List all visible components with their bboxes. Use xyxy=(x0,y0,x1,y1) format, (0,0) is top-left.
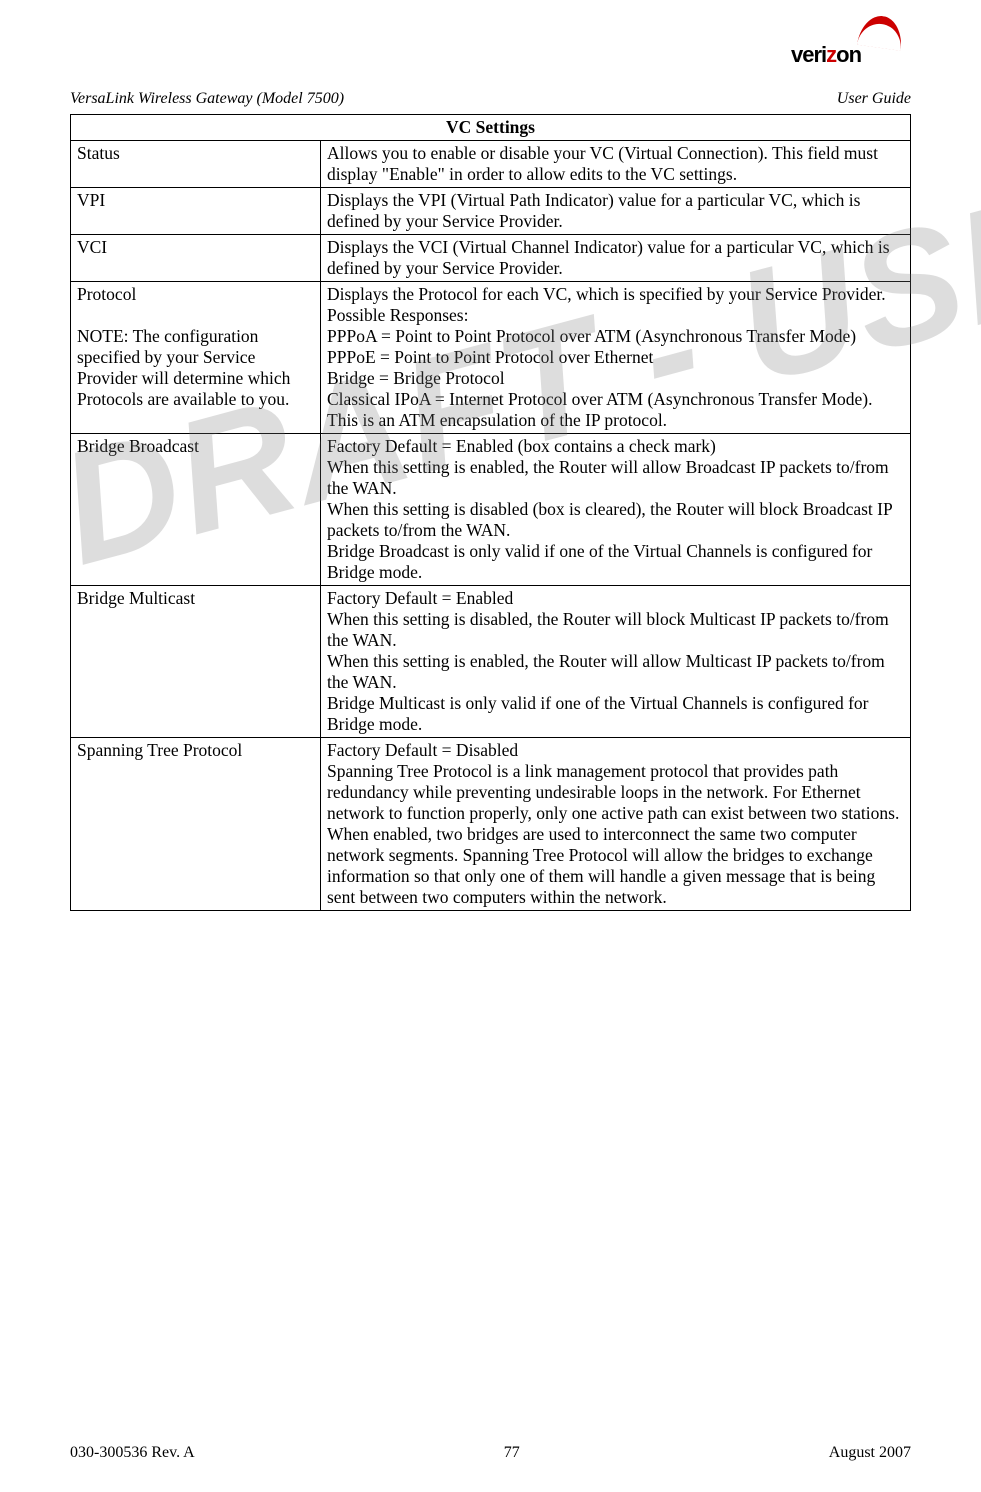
row-desc: Displays the VPI (Virtual Path Indicator… xyxy=(321,188,911,235)
row-label: Status xyxy=(71,141,321,188)
row-label: Spanning Tree Protocol xyxy=(71,738,321,911)
row-desc: Allows you to enable or disable your VC … xyxy=(321,141,911,188)
header-line: VersaLink Wireless Gateway (Model 7500) … xyxy=(70,90,911,108)
logo-row: verizon xyxy=(70,20,911,90)
row-desc: Displays the VCI (Virtual Channel Indica… xyxy=(321,235,911,282)
product-name: VersaLink Wireless Gateway (Model 7500) xyxy=(70,90,344,108)
row-label: VPI xyxy=(71,188,321,235)
page-number: 77 xyxy=(504,1444,520,1462)
table-row: Bridge Broadcast Factory Default = Enabl… xyxy=(71,434,911,586)
vc-settings-table: VC Settings Status Allows you to enable … xyxy=(70,114,911,911)
row-desc: Displays the Protocol for each VC, which… xyxy=(321,282,911,434)
table-row: VCI Displays the VCI (Virtual Channel In… xyxy=(71,235,911,282)
row-desc: Factory Default = Enabled (box contains … xyxy=(321,434,911,586)
doc-id: 030-300536 Rev. A xyxy=(70,1444,195,1462)
table-row: Status Allows you to enable or disable y… xyxy=(71,141,911,188)
table-title: VC Settings xyxy=(71,115,911,141)
page-footer: 030-300536 Rev. A 77 August 2007 xyxy=(70,1444,911,1462)
row-desc: Factory Default = Disabled Spanning Tree… xyxy=(321,738,911,911)
doc-date: August 2007 xyxy=(829,1444,911,1462)
row-label: Bridge Multicast xyxy=(71,586,321,738)
row-label: Bridge Broadcast xyxy=(71,434,321,586)
row-label: Protocol NOTE: The configuration specifi… xyxy=(71,282,321,434)
doc-type: User Guide xyxy=(837,90,911,108)
table-row: Bridge Multicast Factory Default = Enabl… xyxy=(71,586,911,738)
table-row: VPI Displays the VPI (Virtual Path Indic… xyxy=(71,188,911,235)
brand-swoosh-icon xyxy=(857,13,905,51)
brand-logo: verizon xyxy=(791,26,911,71)
row-label: VCI xyxy=(71,235,321,282)
row-desc: Factory Default = Enabled When this sett… xyxy=(321,586,911,738)
table-row: Protocol NOTE: The configuration specifi… xyxy=(71,282,911,434)
table-row: Spanning Tree Protocol Factory Default =… xyxy=(71,738,911,911)
brand-name: verizon xyxy=(791,42,861,68)
page: DRAFT - USB 8/07 verizon VersaLink Wirel… xyxy=(0,0,981,1492)
table-title-row: VC Settings xyxy=(71,115,911,141)
